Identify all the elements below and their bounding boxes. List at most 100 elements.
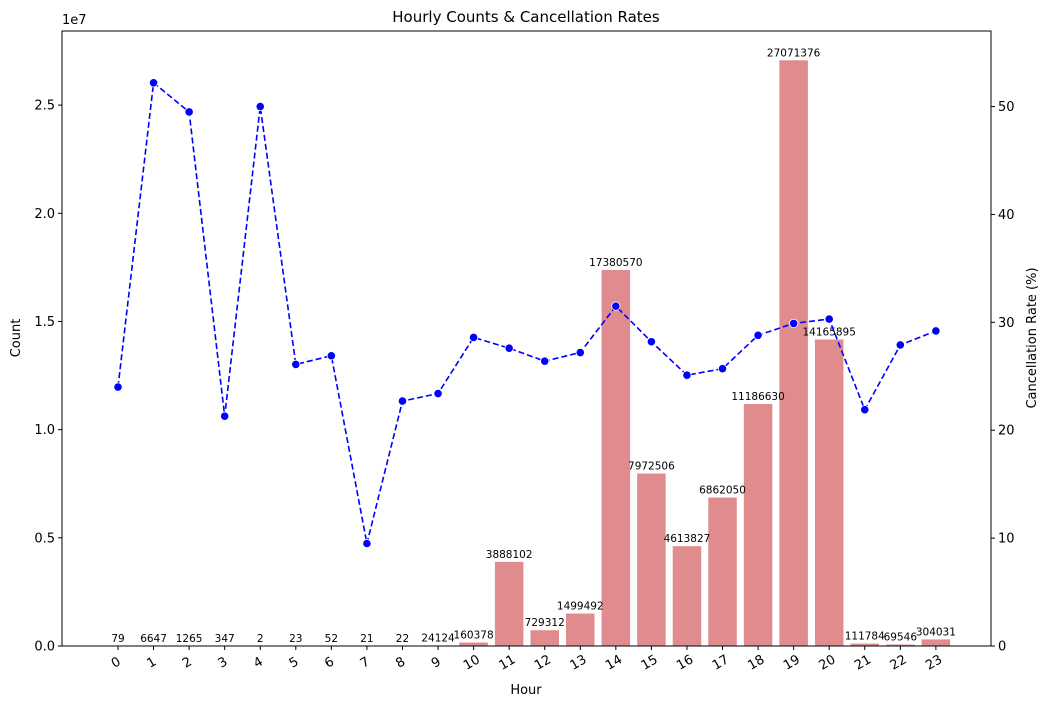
x-tick-label: 5 [287,654,302,671]
y-right-tick-label: 0 [998,640,1006,655]
rate-point-hour-14 [612,302,620,310]
bar-value-label: 22 [396,633,409,645]
bar-value-label: 21 [360,633,373,645]
rate-point-hour-3 [220,412,228,420]
y-left-tick-label: 2.0 [34,207,55,222]
y-left-tick-label: 0.5 [34,531,55,546]
bar-hour-18 [744,404,773,646]
x-tick-label: 16 [674,652,696,673]
y-axis-label-right: Cancellation Rate (%) [1025,267,1040,408]
bar-value-label: 347 [215,633,235,645]
rate-point-hour-13 [576,348,584,356]
y-right-tick-label: 40 [998,208,1015,223]
bar-hour-10 [459,643,488,646]
x-tick-label: 7 [358,654,373,671]
chart-title: Hourly Counts & Cancellation Rates [392,8,660,26]
bar-value-label: 7972506 [628,461,675,473]
bar-value-label: 729312 [525,617,565,629]
bar-hour-19 [779,60,808,646]
y-left-tick-label: 2.5 [34,99,55,114]
x-tick-label: 6 [322,654,337,671]
x-tick-label: 3 [216,654,231,671]
y-right-tick-label: 10 [998,532,1015,547]
bar-value-label: 52 [325,633,338,645]
bar-value-label: 79 [111,633,124,645]
y-left-tick-label: 1.0 [34,423,55,438]
x-tick-label: 4 [251,654,266,671]
left-axis-exponent: 1e7 [62,13,87,28]
bar-hour-12 [530,630,559,646]
rate-point-hour-2 [185,108,193,116]
rate-point-hour-21 [861,406,869,414]
y-right-tick-label: 50 [998,100,1015,115]
x-tick-label: 1 [144,654,159,671]
bar-value-label: 1265 [176,633,203,645]
y-right-tick-label: 30 [998,316,1015,331]
rate-point-hour-18 [754,331,762,339]
rate-point-hour-1 [149,79,157,87]
bar-value-label: 23 [289,633,302,645]
bar-value-label: 304031 [916,626,956,638]
bar-value-label: 6647 [140,633,167,645]
bar-hour-11 [495,562,524,646]
x-tick-label: 18 [745,652,767,673]
bar-value-label: 1499492 [557,601,604,613]
bar-hour-17 [708,498,737,646]
x-axis-label: Hour [510,683,542,698]
x-tick-label: 20 [817,652,839,673]
bar-value-label: 11186630 [731,391,784,403]
rate-point-hour-5 [292,360,300,368]
rate-point-hour-8 [398,397,406,405]
bar-hour-13 [566,614,595,646]
y-axis-label-left: Count [9,319,24,358]
bar-hour-23 [922,639,951,646]
x-tick-label: 12 [532,652,554,673]
bar-value-label: 2 [257,633,264,645]
y-left-tick-label: 0.0 [34,640,55,655]
rate-point-hour-16 [683,371,691,379]
rate-point-hour-15 [647,338,655,346]
rate-point-hour-0 [114,383,122,391]
cancellation-rate-line [118,83,936,544]
y-left-tick-label: 1.5 [34,315,55,330]
y-right-tick-label: 20 [998,424,1015,439]
bar-value-label: 27071376 [767,47,821,59]
x-tick-label: 15 [639,652,661,673]
x-tick-label: 14 [603,652,625,673]
rate-point-hour-6 [327,352,335,360]
rate-point-hour-12 [541,357,549,365]
rate-point-hour-23 [932,327,940,335]
bar-value-label: 24124 [421,632,455,644]
x-tick-label: 0 [109,654,124,671]
bar-value-label: 69546 [884,632,918,644]
rate-point-hour-19 [789,319,797,327]
x-tick-label: 8 [393,654,408,671]
x-tick-label: 21 [852,652,874,673]
bar-value-label: 160378 [454,630,494,642]
x-tick-label: 22 [888,652,910,673]
rate-point-hour-22 [896,341,904,349]
bar-hour-16 [673,546,702,646]
bar-hour-14 [602,270,631,646]
x-tick-label: 17 [710,652,732,673]
rate-point-hour-9 [434,389,442,397]
bar-value-label: 111784 [845,631,885,643]
bar-hour-15 [637,474,666,646]
bar-value-label: 4613827 [664,533,711,545]
x-tick-label: 11 [496,652,518,673]
rate-point-hour-4 [256,102,264,110]
bar-value-label: 3888102 [486,549,533,561]
rate-point-hour-11 [505,344,513,352]
bar-value-label: 17380570 [589,257,642,269]
bar-hour-20 [815,340,844,646]
rate-point-hour-7 [363,539,371,547]
bar-value-label: 14165895 [802,327,855,339]
x-tick-label: 13 [568,652,590,673]
rate-point-hour-10 [469,333,477,341]
x-tick-label: 9 [429,654,444,671]
x-tick-label: 23 [923,652,945,673]
rate-point-hour-17 [718,365,726,373]
